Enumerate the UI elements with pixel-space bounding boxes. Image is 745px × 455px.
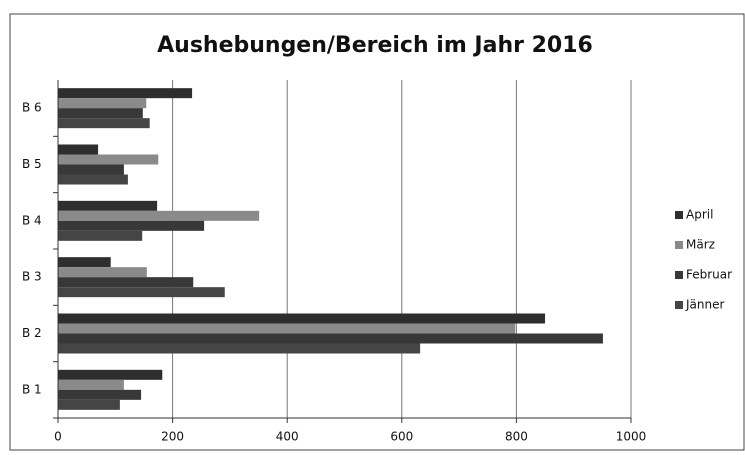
y-tick-label: B 5 — [22, 157, 42, 171]
bar — [58, 343, 421, 354]
y-tick-label: B 1 — [22, 382, 42, 396]
bar — [58, 389, 142, 400]
legend-swatch — [675, 241, 683, 249]
bar — [58, 333, 603, 344]
y-tick-label: B 2 — [22, 326, 42, 340]
bar — [58, 323, 516, 334]
x-tick-label: 600 — [390, 430, 413, 444]
legend-label: März — [686, 238, 715, 252]
y-tick-label: B 6 — [22, 101, 42, 115]
bar — [58, 108, 143, 119]
bar — [58, 257, 111, 268]
chart-title: Aushebungen/Bereich im Jahr 2016 — [157, 33, 593, 58]
y-tick-label: B 3 — [22, 270, 42, 284]
bar — [58, 379, 124, 390]
bar — [58, 164, 124, 175]
bar — [58, 154, 159, 165]
bar — [58, 399, 120, 410]
bar — [58, 98, 147, 109]
bar — [58, 369, 163, 380]
bar — [58, 88, 193, 99]
x-tick-label: 400 — [276, 430, 299, 444]
x-tick-label: 200 — [161, 430, 184, 444]
legend-label: April — [686, 208, 713, 222]
bar — [58, 277, 194, 288]
legend-label: Jänner — [685, 298, 724, 312]
bar — [58, 200, 158, 211]
bar — [58, 220, 205, 231]
bar — [58, 174, 128, 185]
bar — [58, 267, 147, 278]
bar — [58, 144, 99, 155]
x-tick-label: 0 — [54, 430, 62, 444]
legend-swatch — [675, 271, 683, 279]
bar — [58, 230, 143, 241]
x-tick-label: 1000 — [616, 430, 647, 444]
bar — [58, 210, 260, 221]
legend-label: Februar — [686, 268, 732, 282]
bar — [58, 287, 225, 298]
legend-swatch — [675, 211, 683, 219]
x-tick-label: 800 — [505, 430, 528, 444]
bar — [58, 313, 546, 324]
legend-swatch — [675, 301, 683, 309]
bar — [58, 118, 150, 129]
y-tick-label: B 4 — [22, 213, 42, 227]
